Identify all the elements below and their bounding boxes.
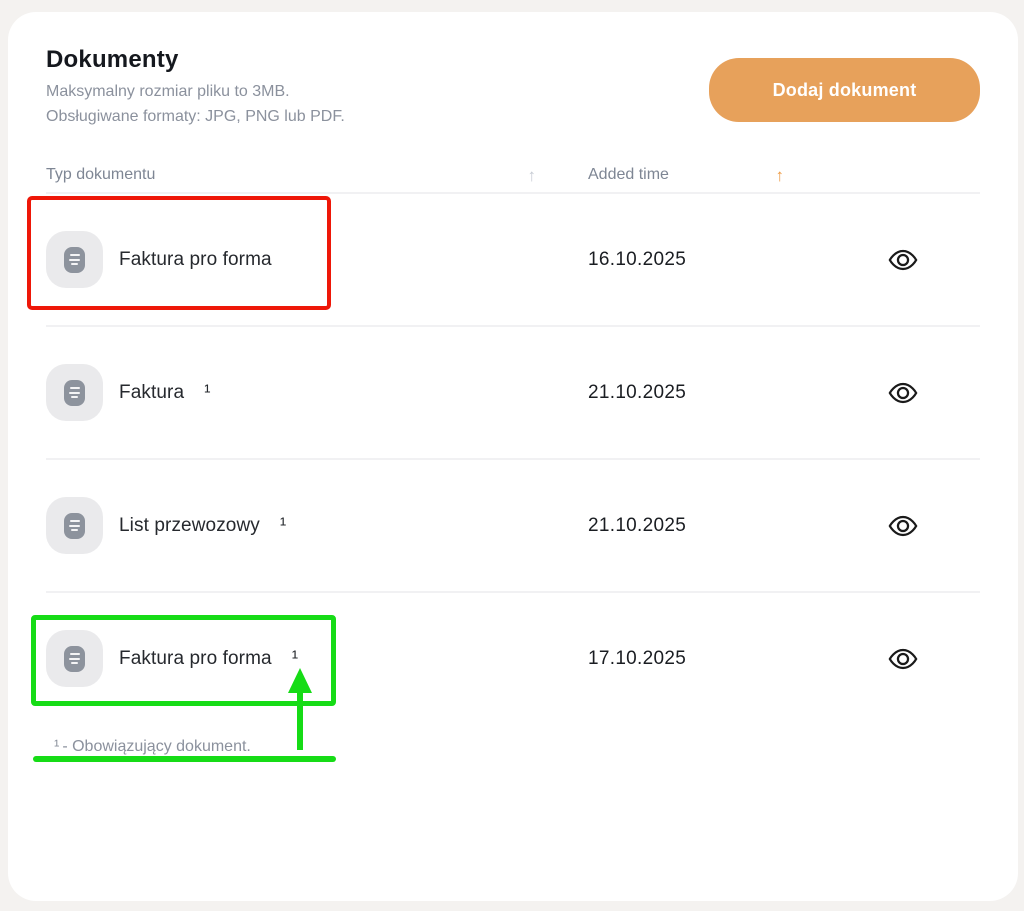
preview-document-button[interactable] [882, 508, 924, 544]
footnote-text: - Obowiązujący dokument. [62, 738, 251, 756]
column-header-type[interactable]: Typ dokumentu ↑ [46, 166, 588, 184]
preview-document-button[interactable] [882, 375, 924, 411]
title-block: Dokumenty Maksymalny rozmiar pliku to 3M… [46, 46, 345, 128]
added-time-cell: 21.10.2025 [588, 381, 687, 403]
document-icon [46, 364, 103, 422]
column-header-added-label: Added time [588, 166, 669, 184]
column-header-added-time[interactable]: Added time ↑ [588, 166, 826, 184]
document-type-cell: List przewozowy ¹ [46, 497, 588, 555]
document-footnote-marker: ¹ [204, 381, 211, 403]
eye-icon [888, 249, 918, 271]
table-row: Faktura pro forma 16.10.2025 [46, 192, 980, 325]
document-footnote-marker: ¹ [279, 514, 287, 536]
document-icon [46, 630, 103, 688]
column-header-type-label: Typ dokumentu [46, 166, 156, 184]
footnote-marker: ¹ [54, 738, 60, 756]
subtitle-formats: Obsługiwane formaty: JPG, PNG lub PDF. [46, 107, 345, 125]
eye-icon [888, 515, 918, 537]
subtitle-max-size: Maksymalny rozmiar pliku to 3MB. [46, 83, 290, 100]
card-header: Dokumenty Maksymalny rozmiar pliku to 3M… [46, 46, 980, 128]
table-row: Faktura ¹ 21.10.2025 [46, 325, 980, 458]
sort-arrow-up-active-icon[interactable]: ↑ [775, 165, 785, 185]
table-row: Faktura pro forma ¹ 17.10.2025 [46, 591, 980, 724]
added-time-cell: 17.10.2025 [588, 647, 687, 669]
document-type-label: Faktura pro forma [119, 647, 272, 669]
add-document-button[interactable]: Dodaj dokument [709, 58, 980, 122]
added-time-cell: 21.10.2025 [588, 514, 687, 536]
documents-card: Dokumenty Maksymalny rozmiar pliku to 3M… [8, 12, 1018, 901]
page-title: Dokumenty [46, 46, 179, 73]
table-row: List przewozowy ¹ 21.10.2025 [46, 458, 980, 591]
eye-icon [888, 648, 918, 670]
table-header: Typ dokumentu ↑ Added time ↑ [46, 158, 980, 192]
document-icon [46, 497, 103, 555]
eye-icon [888, 382, 918, 404]
document-footnote-marker: ¹ [291, 647, 299, 669]
document-type-cell: Faktura pro forma ¹ [46, 630, 588, 688]
footnote: ¹- Obowiązujący dokument. [46, 738, 980, 756]
document-type-cell: Faktura ¹ [46, 364, 588, 422]
sort-arrow-up-icon[interactable]: ↑ [527, 165, 537, 185]
document-type-label: List przewozowy [119, 514, 260, 536]
preview-document-button[interactable] [882, 641, 924, 677]
document-type-cell: Faktura pro forma [46, 231, 588, 289]
document-type-label: Faktura [119, 381, 185, 403]
preview-document-button[interactable] [882, 242, 924, 278]
document-icon [46, 231, 103, 289]
added-time-cell: 16.10.2025 [588, 248, 687, 270]
document-type-label: Faktura pro forma [119, 248, 272, 270]
